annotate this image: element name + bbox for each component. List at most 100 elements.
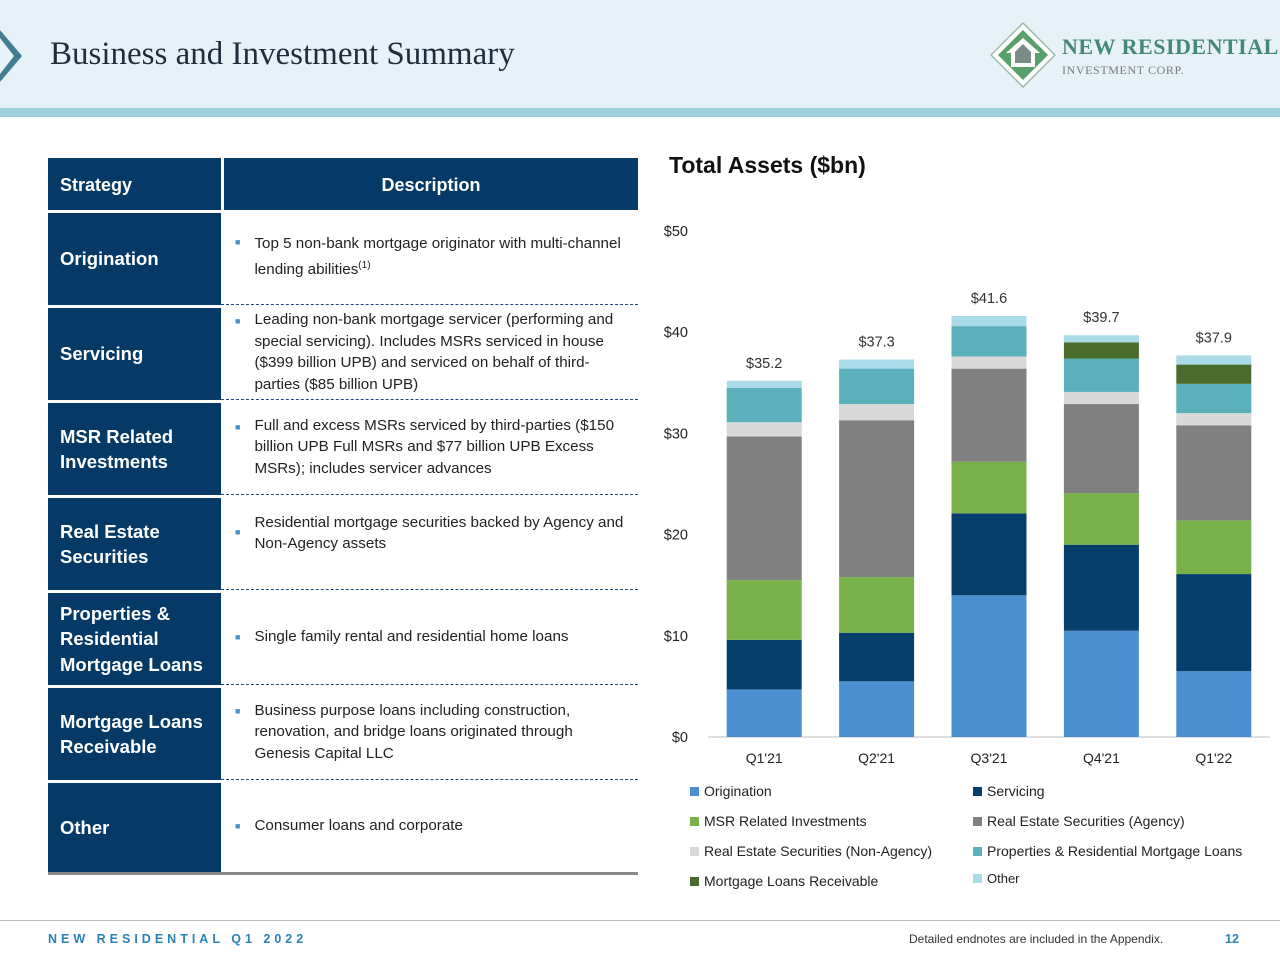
bar-segment-other	[839, 359, 915, 369]
bar-segment-real-estate-securities-agency	[951, 368, 1027, 462]
bar-segment-properties-residential-mortgage-loans	[951, 326, 1027, 357]
bar-segment-real-estate-securities-agency	[839, 420, 915, 578]
bar-segment-other	[1063, 335, 1139, 343]
bar-segment-properties-residential-mortgage-loans	[726, 387, 802, 423]
bar-segment-origination	[1063, 630, 1139, 737]
logo-name: NEW RESIDENTIAL	[1062, 34, 1279, 59]
bar-segment-msr-related-investments	[726, 580, 802, 640]
bar-segment-properties-residential-mortgage-loans	[1176, 383, 1252, 414]
x-tick-label: Q1'22	[1195, 750, 1232, 766]
footer-note: Detailed endnotes are included in the Ap…	[909, 932, 1164, 946]
y-tick-label: $0	[672, 730, 688, 746]
bar-total-label: $39.7	[1083, 310, 1119, 326]
bar-segment-real-estate-securities-agency	[1063, 404, 1139, 494]
y-tick-label: $10	[664, 629, 688, 645]
row-strategy: Properties & Residential Mortgage Loans	[48, 590, 221, 685]
legend-item: MSR Related Investments	[690, 813, 867, 829]
bar-segment-real-estate-securities-non-agency	[951, 356, 1027, 369]
y-tick-label: $50	[664, 224, 688, 240]
bar-segment-real-estate-securities-agency	[726, 436, 802, 581]
logo-subtitle: INVESTMENT CORP.	[1062, 63, 1185, 77]
bar-segment-real-estate-securities-non-agency	[839, 404, 915, 421]
bar-segment-msr-related-investments	[951, 461, 1027, 514]
header-description: Description	[224, 158, 638, 210]
legend-label: Properties & Residential Mortgage Loans	[987, 843, 1243, 859]
x-tick-label: Q4'21	[1083, 750, 1120, 766]
footer-brand: NEW RESIDENTIAL Q1 2022	[48, 932, 308, 946]
bar-segment-msr-related-investments	[1176, 520, 1252, 575]
legend-item: Mortgage Loans Receivable	[690, 873, 878, 889]
chart-title: Total Assets ($bn)	[669, 152, 866, 178]
bar-segment-mortgage-loans-receivable	[1063, 342, 1139, 359]
y-tick-label: $30	[664, 426, 688, 442]
row-description: Business purpose loans including constru…	[254, 701, 573, 762]
x-tick-label: Q2'21	[858, 750, 895, 766]
bar-segment-servicing	[839, 632, 915, 682]
row-description: Leading non-bank mortgage servicer (perf…	[254, 311, 614, 393]
header-band	[0, 0, 1280, 108]
bar-segment-servicing	[1176, 574, 1252, 672]
bar-segment-properties-residential-mortgage-loans	[839, 368, 915, 405]
legend-item: Origination	[690, 783, 772, 799]
legend-label: Real Estate Securities (Agency)	[987, 813, 1185, 829]
bar-segment-real-estate-securities-agency	[1176, 425, 1252, 521]
bar-segment-origination	[726, 689, 802, 737]
house-diamond-icon	[990, 22, 1056, 88]
bar-segment-other	[1176, 355, 1252, 365]
legend-swatch	[690, 846, 699, 856]
table-row: Mortgage Loans Receivable ■ Business pur…	[48, 685, 638, 780]
table-row: Real Estate Securities ■ Residential mor…	[48, 495, 638, 590]
x-tick-label: Q1'21	[746, 750, 783, 766]
bar-segment-origination	[839, 681, 915, 737]
row-description: Single family rental and residential hom…	[254, 628, 569, 646]
legend-swatch	[690, 876, 699, 886]
legend-label: MSR Related Investments	[704, 813, 867, 829]
y-tick-label: $20	[664, 528, 688, 544]
bar-segment-servicing	[951, 513, 1027, 596]
strategy-table: Strategy Description Origination ■ Top 5…	[48, 158, 638, 875]
bar-segment-servicing	[1063, 544, 1139, 631]
table-header: Strategy Description	[48, 158, 638, 210]
bar-total-label: $35.2	[746, 356, 782, 372]
legend-label: Servicing	[987, 783, 1045, 799]
bar-total-label: $37.9	[1196, 330, 1232, 346]
bar-segment-origination	[1176, 671, 1252, 737]
header-strategy: Strategy	[48, 158, 221, 210]
page-title: Business and Investment Summary	[50, 36, 515, 72]
row-description: Consumer loans and corporate	[254, 817, 463, 835]
company-logo: NEW RESIDENTIAL INVESTMENT CORP.	[990, 22, 1278, 88]
page-number: 12	[1225, 932, 1239, 946]
footnote-marker: (1)	[358, 259, 371, 271]
legend-item: Real Estate Securities (Agency)	[973, 813, 1185, 829]
legend-label: Real Estate Securities (Non-Agency)	[704, 843, 932, 859]
bar-segment-properties-residential-mortgage-loans	[1063, 358, 1139, 392]
bullet-icon: ■	[235, 316, 241, 326]
bar-segment-mortgage-loans-receivable	[1176, 364, 1252, 384]
table-row: Origination ■ Top 5 non-bank mortgage or…	[48, 210, 638, 305]
bullet-icon: ■	[235, 422, 241, 432]
table-row: Servicing ■ Leading non-bank mortgage se…	[48, 305, 638, 400]
row-strategy: Servicing	[48, 305, 221, 400]
legend-label: Other	[987, 871, 1020, 886]
row-strategy: MSR Related Investments	[48, 400, 221, 495]
y-tick-label: $40	[664, 325, 688, 341]
bar-segment-other	[951, 316, 1027, 327]
bar-segment-other	[726, 380, 802, 388]
bar-segment-real-estate-securities-non-agency	[1063, 391, 1139, 405]
bullet-icon: ■	[235, 706, 241, 716]
row-description: Full and excess MSRs serviced by third-p…	[254, 416, 615, 477]
footer-rule	[0, 920, 1280, 921]
bar-total-label: $37.3	[858, 335, 894, 351]
row-strategy: Other	[48, 780, 221, 875]
bar-segment-msr-related-investments	[839, 577, 915, 633]
row-strategy: Origination	[48, 210, 221, 305]
x-tick-label: Q3'21	[971, 750, 1008, 766]
chevron-icon	[0, 30, 22, 82]
bullet-icon: ■	[235, 527, 241, 537]
row-strategy: Real Estate Securities	[48, 495, 221, 590]
bar-segment-msr-related-investments	[1063, 493, 1139, 545]
bar-segment-real-estate-securities-non-agency	[726, 422, 802, 437]
bullet-icon: ■	[235, 237, 241, 247]
row-strategy: Mortgage Loans Receivable	[48, 685, 221, 780]
row-description: Top 5 non-bank mortgage originator with …	[254, 235, 621, 279]
